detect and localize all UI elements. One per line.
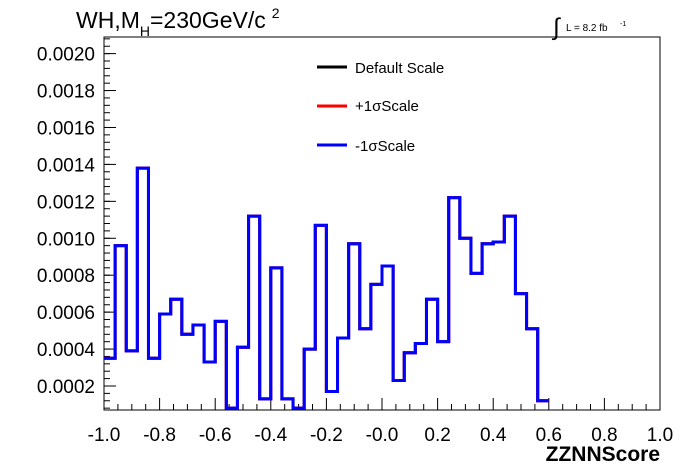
x-tick-label: 1.0	[647, 425, 673, 446]
x-axis-label: ZZNNScore	[546, 443, 660, 466]
x-tick-label: -0.8	[143, 425, 176, 446]
lumi-label: L = 8.2 fb	[566, 23, 608, 34]
x-tick-label: -0.0	[366, 425, 399, 446]
x-tick-label: 0.4	[480, 425, 507, 446]
y-tick-label: 0.0018	[37, 82, 95, 103]
x-tick-label: -0.4	[254, 425, 287, 446]
lumi-superscript: -1	[620, 21, 626, 28]
y-tick-label: 0.0002	[37, 377, 95, 398]
y-tick-label: 0.0014	[37, 155, 96, 176]
x-tick-label: 0.6	[536, 425, 562, 446]
y-tick-label: 0.0020	[37, 45, 95, 66]
legend-label-plus1sigma: +1σScale	[355, 98, 419, 115]
histogram-series	[104, 166, 549, 410]
y-tick-label: 0.0008	[37, 266, 95, 287]
legend-label-minus1sigma: -1σScale	[355, 138, 415, 155]
x-tick-label: -0.2	[310, 425, 343, 446]
legend-label-default: Default Scale	[355, 60, 444, 77]
y-tick-label: 0.0016	[37, 118, 95, 139]
x-tick-label: 0.8	[591, 425, 617, 446]
plot-frame	[103, 36, 661, 411]
series-minus1sigma-line	[104, 166, 549, 410]
x-tick-label: -1.0	[88, 425, 121, 446]
integral-symbol: ∫	[551, 14, 561, 41]
y-tick-label: 0.0010	[37, 229, 95, 250]
legend: Default Scale +1σScale -1σScale	[317, 60, 444, 155]
x-axis: -1.0 -0.8 -0.6 -0.4 -0.2 -0.0 0.2 0.4 0.6 0.8 1.0	[88, 398, 673, 446]
x-tick-label: 0.2	[424, 425, 450, 446]
y-tick-label: 0.0006	[37, 303, 95, 324]
x-tick-label: -0.6	[199, 425, 232, 446]
y-tick-label: 0.0004	[37, 340, 96, 361]
y-tick-label: 0.0012	[37, 192, 95, 213]
y-axis: 0.0002 0.0004 0.0006 0.0008 0.0010 0.0012 0.00…	[37, 38, 116, 409]
title-main: WH,MH=230GeV/c 2	[76, 5, 280, 39]
